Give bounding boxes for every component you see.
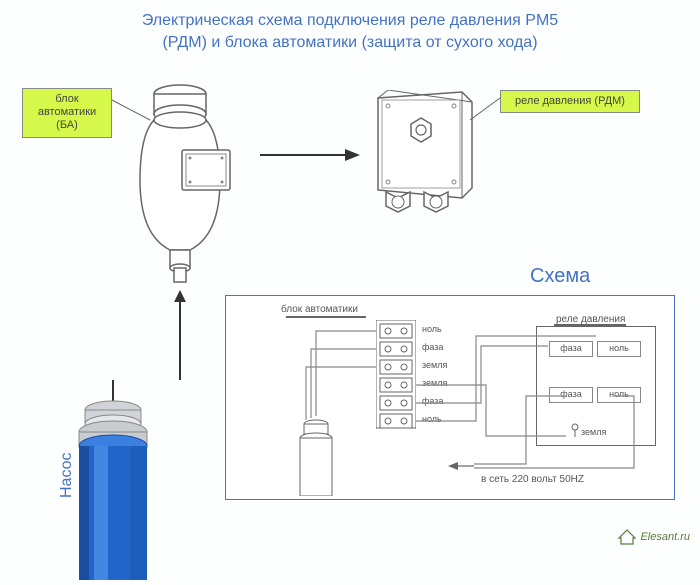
logo-text: Elesant.ru — [640, 531, 690, 543]
pump-label: Насос — [58, 452, 76, 498]
mains-label: в сеть 220 вольт 50HZ — [481, 474, 584, 485]
schema-title: Схема — [530, 265, 590, 288]
leader-lines — [0, 0, 700, 300]
site-logo: Elesant.ru — [617, 528, 690, 546]
schema-panel: блок автоматики реле давления ноль фаза … — [225, 295, 675, 500]
rd-underline — [554, 324, 626, 326]
arrow-up-icon — [165, 290, 195, 380]
wiring — [226, 296, 676, 501]
ba-underline — [286, 316, 366, 318]
pump-device — [70, 380, 156, 560]
house-icon — [617, 528, 637, 546]
